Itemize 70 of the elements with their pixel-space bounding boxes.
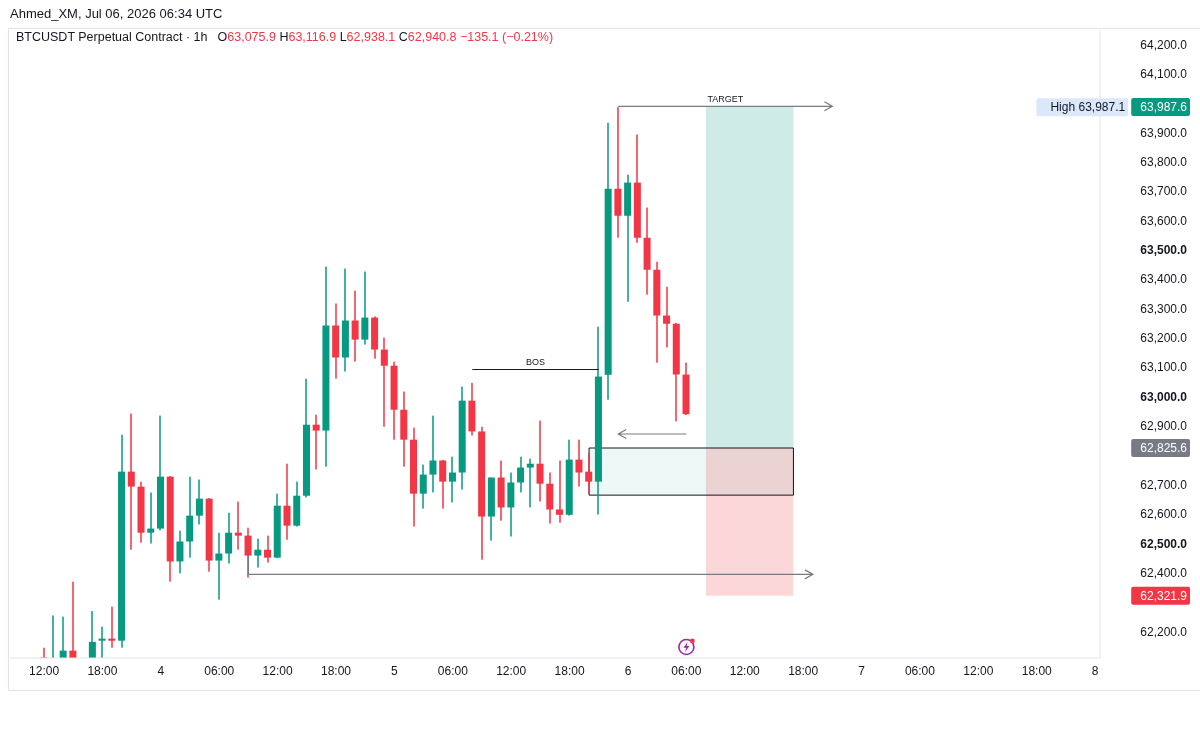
candlestick xyxy=(186,476,194,558)
candlestick xyxy=(361,271,369,345)
candlestick xyxy=(614,107,622,238)
candlestick xyxy=(283,463,291,540)
x-tick-label: 5 xyxy=(391,663,399,678)
candlestick xyxy=(663,286,671,348)
y-tick-label: 62,700.0 xyxy=(1140,477,1188,492)
candlestick xyxy=(312,414,320,470)
x-tick-label: 06:00 xyxy=(671,663,702,678)
annotation: High 63,987.1 xyxy=(1050,100,1126,115)
x-tick-label: 06:00 xyxy=(904,663,936,678)
candlestick xyxy=(254,538,262,568)
candlestick xyxy=(429,415,437,493)
text: O63,075.9 H63,116.9 L62,938.1 C62,940.8 −135.1 (−0.21%) xyxy=(217,30,554,44)
x-tick-label: 7 xyxy=(858,663,866,678)
y-tick-label: 62,500.0 xyxy=(1140,536,1188,551)
y-tick-label: 62,400.0 xyxy=(1140,565,1188,580)
x-tick-label: 18:00 xyxy=(1021,663,1053,678)
text: Ahmed_XM, Jul 06, 2026 06:34 UTC xyxy=(10,6,223,21)
x-tick-label: 6 xyxy=(624,663,632,678)
y-tick-label: 63,000.0 xyxy=(1140,389,1188,404)
x-tick-label: 12:00 xyxy=(29,663,60,678)
y-tick-label: 62,600.0 xyxy=(1140,507,1188,522)
x-tick-label: 12:00 xyxy=(496,663,527,678)
candlestick xyxy=(147,492,155,544)
x-tick-label: 12:00 xyxy=(729,663,761,678)
y-tick-label: 63,500.0 xyxy=(1140,243,1188,258)
x-tick-label: 4 xyxy=(157,663,165,678)
y-tick-label: 63,600.0 xyxy=(1140,213,1188,228)
x-tick-label: 12:00 xyxy=(963,663,994,678)
ref-line-label: BOS xyxy=(526,356,546,367)
candlestick xyxy=(448,456,456,503)
candlestick xyxy=(264,535,272,563)
y-tick-label: 64,100.0 xyxy=(1140,67,1188,82)
x-tick-label: 18:00 xyxy=(321,663,352,678)
candlestick xyxy=(624,174,632,302)
candlestick xyxy=(575,439,583,487)
x-tick-label: 18:00 xyxy=(788,663,819,678)
y-tick-label: 64,200.0 xyxy=(1140,37,1188,52)
y-tick-label: 63,100.0 xyxy=(1140,360,1188,375)
candlestick xyxy=(234,501,242,550)
y-tick-label: 63,400.0 xyxy=(1140,272,1188,287)
candlestick xyxy=(536,420,544,502)
y-tick-label: 63,800.0 xyxy=(1140,155,1188,170)
x-tick-label: 18:00 xyxy=(554,663,585,678)
x-tick-label: 18:00 xyxy=(87,663,118,678)
y-tick-label: 63,900.0 xyxy=(1140,125,1188,140)
y-tick-label: 62,321.9 xyxy=(1140,588,1188,603)
x-tick-label: 06:00 xyxy=(437,663,469,678)
candlestick xyxy=(108,606,116,648)
chart-title: BTCUSDT Perpetual Contract · 1h xyxy=(16,30,208,44)
annotation: TARGET xyxy=(707,94,744,105)
y-tick-label: 63,987.6 xyxy=(1140,100,1188,114)
y-tick-label: 63,300.0 xyxy=(1140,301,1188,316)
y-tick-label: 62,200.0 xyxy=(1140,624,1188,639)
candlestick xyxy=(526,458,534,508)
candlestick xyxy=(351,290,359,362)
x-tick-label: 12:00 xyxy=(262,663,293,678)
candlestick xyxy=(585,452,593,494)
candlestick xyxy=(556,460,564,523)
x-tick-label: 8 xyxy=(1091,663,1099,678)
y-tick-label: 62,825.6 xyxy=(1140,441,1188,455)
x-tick-label: 06:00 xyxy=(204,663,235,678)
y-tick-label: 63,200.0 xyxy=(1140,331,1188,346)
candlestick xyxy=(127,413,135,550)
y-tick-label: 62,900.0 xyxy=(1140,419,1188,434)
candlestick xyxy=(215,532,223,600)
candlestick xyxy=(98,626,106,658)
candlestick xyxy=(380,337,388,427)
y-tick-label: 63,700.0 xyxy=(1140,184,1188,199)
